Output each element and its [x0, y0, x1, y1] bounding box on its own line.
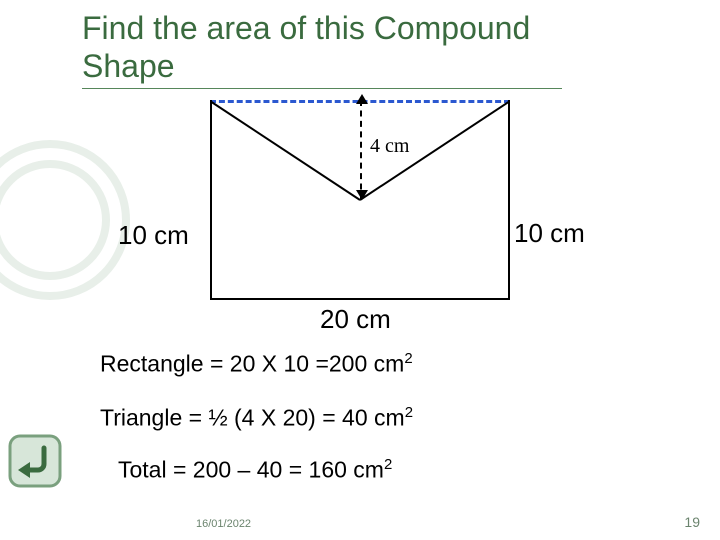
rect-bottom-side: [210, 298, 510, 300]
rectangle-formula: Rectangle = 20 X 10 =200 cm2: [100, 350, 413, 378]
slide-title: Find the area of this Compound Shape: [82, 10, 602, 86]
right-side-label: 10 cm: [514, 218, 585, 249]
title-underline: [82, 88, 562, 89]
left-side-label: 10 cm: [118, 220, 189, 251]
notch-depth-label: 4 cm: [370, 135, 409, 158]
triangle-formula-text: Triangle = ½ (4 X 20) = 40 cm: [100, 405, 405, 431]
depth-arrows: [348, 96, 372, 206]
total-formula-sup: 2: [384, 456, 392, 473]
triangle-formula-sup: 2: [405, 404, 413, 421]
rect-right-side: [508, 100, 510, 300]
bottom-side-label: 20 cm: [320, 304, 391, 335]
return-icon[interactable]: [6, 432, 64, 490]
rectangle-formula-sup: 2: [404, 350, 412, 367]
total-formula: Total = 200 – 40 = 160 cm2: [118, 456, 392, 484]
footer-date: 16/01/2022: [196, 518, 251, 530]
rect-left-side: [210, 100, 212, 300]
total-formula-text: Total = 200 – 40 = 160 cm: [118, 457, 384, 483]
triangle-formula: Triangle = ½ (4 X 20) = 40 cm2: [100, 404, 413, 432]
rectangle-formula-text: Rectangle = 20 X 10 =200 cm: [100, 351, 404, 377]
decorative-rings: [0, 140, 130, 300]
page-number: 19: [684, 514, 700, 530]
compound-shape-diagram: 4 cm: [210, 100, 510, 300]
